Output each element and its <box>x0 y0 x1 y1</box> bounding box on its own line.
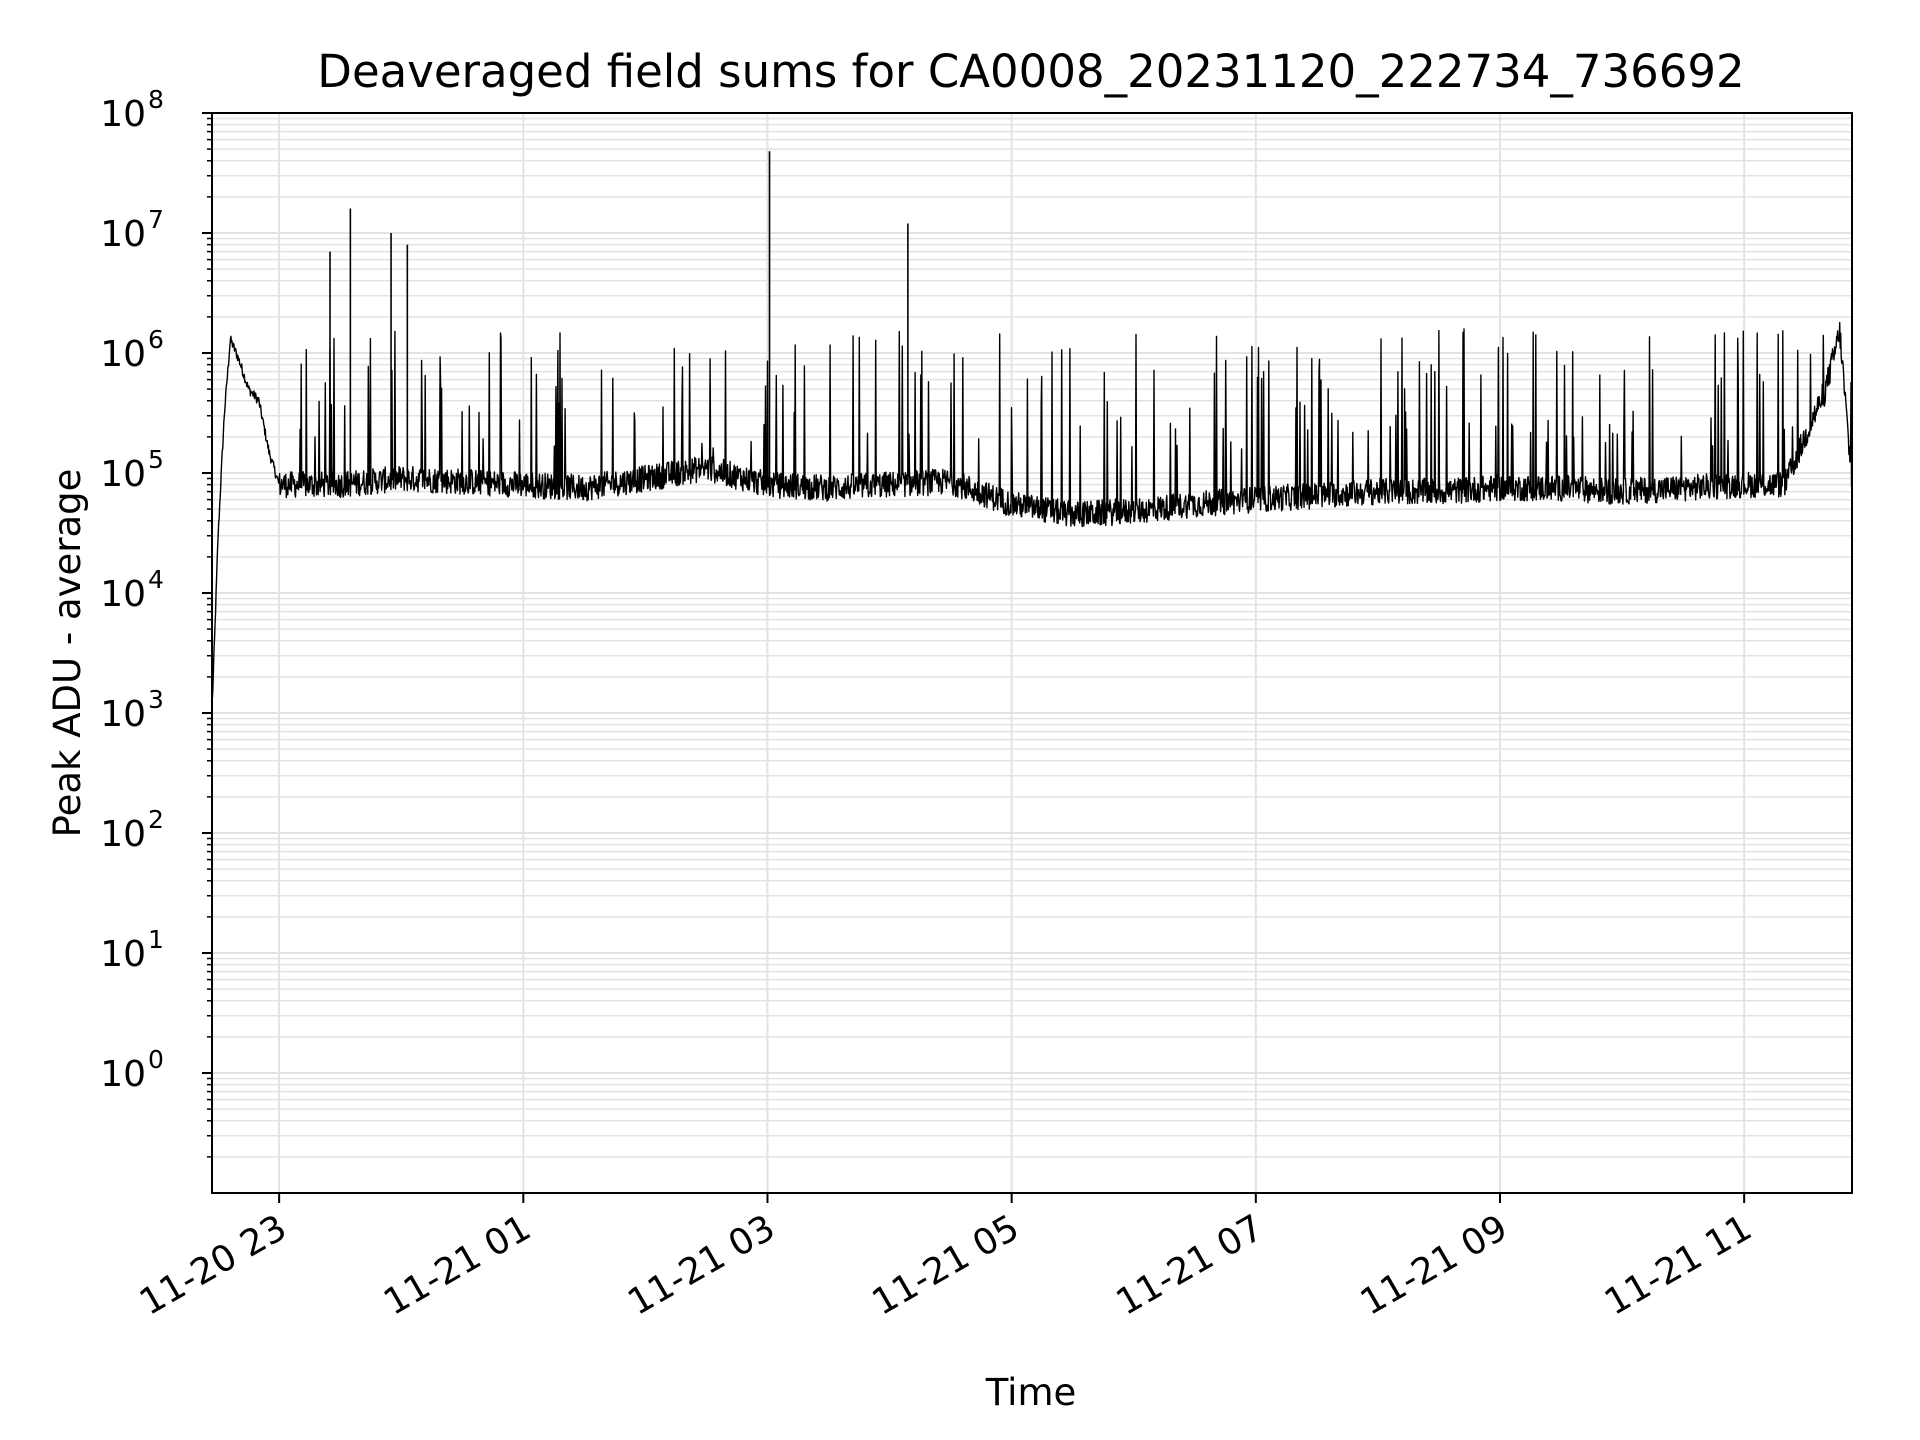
x-tick-label: 11-21 11 <box>1598 1207 1759 1323</box>
y-tick-label: 10 <box>100 334 146 375</box>
chart-title: Deaveraged field sums for CA0008_2023112… <box>317 45 1744 98</box>
minor-grid <box>212 117 1852 1158</box>
x-axis: 11-20 23 11-21 01 11-21 03 11-21 05 11-21 07… <box>133 1193 1759 1324</box>
y-tick-exponent: 3 <box>148 685 164 714</box>
y-tick-label: 10 <box>100 934 146 975</box>
x-tick-label: 11-21 03 <box>621 1207 782 1323</box>
y-tick-label: 10 <box>100 574 146 615</box>
y-axis-label: Peak ADU - average <box>46 469 89 838</box>
y-tick-exponent: 7 <box>148 205 164 234</box>
y-tick-exponent: 6 <box>148 325 164 354</box>
x-tick-label: 11-21 05 <box>865 1207 1026 1323</box>
y-tick-exponent: 0 <box>148 1045 164 1074</box>
y-tick-exponent: 5 <box>148 445 164 474</box>
y-tick-label: 10 <box>100 694 146 735</box>
series-line <box>212 321 1852 698</box>
plot-frame <box>211 112 1853 1194</box>
series-layer <box>212 151 1852 698</box>
x-tick-label: 11-21 09 <box>1354 1207 1515 1323</box>
y-tick-exponent: 1 <box>148 925 164 954</box>
y-tick-label: 10 <box>100 814 146 855</box>
y-tick-exponent: 2 <box>148 805 164 834</box>
y-tick-exponent: 4 <box>148 565 164 594</box>
y-tick-label: 10 <box>100 1054 146 1095</box>
y-tick-label: 10 <box>100 454 146 495</box>
x-tick-label: 11-20 23 <box>133 1207 294 1323</box>
x-tick-label: 11-21 07 <box>1110 1207 1271 1323</box>
y-tick-label: 10 <box>100 214 146 255</box>
y-tick-exponent: 8 <box>148 85 164 114</box>
x-axis-label: Time <box>985 1371 1077 1414</box>
major-grid <box>212 112 1852 1193</box>
x-tick-label: 11-21 01 <box>377 1207 538 1323</box>
y-tick-label: 10 <box>100 94 146 135</box>
